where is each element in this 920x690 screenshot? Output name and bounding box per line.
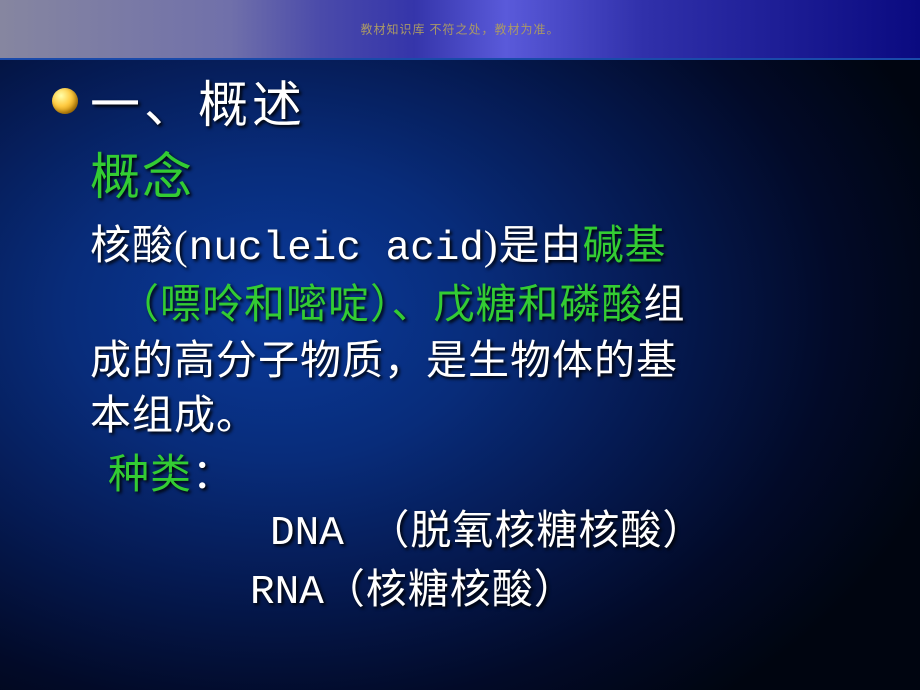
text-base-highlight: 碱基	[583, 222, 667, 268]
dna-chinese: （脱氧核糖核酸）	[368, 507, 704, 553]
dna-line: DNA （脱氧核糖核酸）	[90, 503, 880, 562]
heading-types: 种类	[108, 451, 192, 497]
text-line2-post: 组	[644, 281, 686, 327]
heading-concept: 概念	[90, 145, 880, 210]
definition-line-3: 成的高分子物质，是生物体的基	[90, 333, 880, 388]
rna-line: RNA（核糖核酸）	[90, 562, 880, 621]
dna-latin: DNA	[270, 511, 368, 557]
bullet-gold-icon	[52, 88, 78, 114]
text-nucleic-pre: 核酸(	[90, 222, 189, 268]
slide-container: 教材知识库 不符之处，教材为准。 一、概述 概念 核酸(nucleic acid…	[0, 0, 920, 690]
definition-line-2: （嘌呤和嘧啶）、戊糖和磷酸组	[90, 277, 880, 332]
definition-line-1: 核酸(nucleic acid)是由碱基	[90, 218, 880, 277]
watermark-text: 教材知识库 不符之处，教材为准。	[360, 21, 559, 38]
types-colon: ：	[192, 451, 234, 497]
rna-chinese: （核糖核酸）	[324, 566, 576, 612]
types-heading-line: 种类：	[90, 447, 880, 502]
top-border: 教材知识库 不符之处，教材为准。	[0, 0, 920, 60]
heading-overview: 一、概述	[90, 65, 880, 137]
rna-latin: RNA	[250, 570, 324, 616]
slide-content: 一、概述 概念 核酸(nucleic acid)是由碱基 （嘌呤和嘧啶）、戊糖和…	[90, 65, 880, 621]
definition-line-4: 本组成。	[90, 388, 880, 443]
text-nucleic-latin: nucleic acid	[189, 226, 484, 272]
text-components-highlight: （嘌呤和嘧啶）、戊糖和磷酸	[118, 281, 644, 327]
text-nucleic-post: )是由	[484, 222, 583, 268]
